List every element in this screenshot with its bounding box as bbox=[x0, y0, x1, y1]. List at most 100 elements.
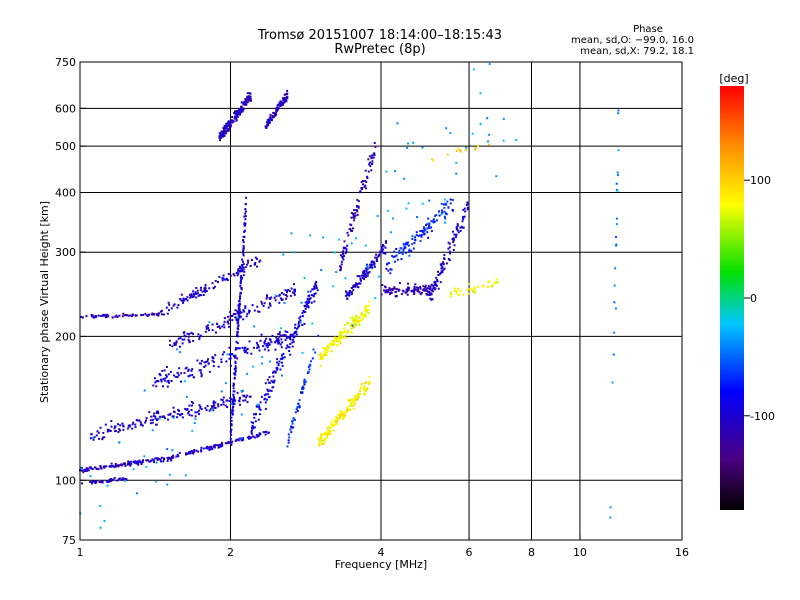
data-point bbox=[224, 442, 227, 445]
data-point bbox=[109, 429, 112, 432]
data-point bbox=[354, 214, 357, 217]
data-point bbox=[430, 289, 433, 292]
data-point bbox=[171, 345, 174, 348]
data-point bbox=[282, 97, 284, 100]
data-point bbox=[401, 253, 404, 256]
data-point bbox=[196, 411, 199, 414]
data-point bbox=[465, 146, 468, 149]
data-point bbox=[189, 451, 192, 454]
data-point bbox=[208, 321, 211, 324]
data-point bbox=[257, 346, 260, 349]
data-point bbox=[231, 440, 234, 443]
data-point bbox=[149, 419, 152, 422]
data-point bbox=[122, 312, 125, 315]
data-point bbox=[340, 413, 343, 416]
data-point bbox=[229, 430, 232, 433]
data-point bbox=[417, 288, 419, 291]
data-point bbox=[281, 354, 283, 357]
x-tick-label: 6 bbox=[466, 546, 473, 559]
data-point bbox=[471, 132, 474, 135]
data-point bbox=[337, 414, 340, 416]
data-point bbox=[179, 413, 182, 416]
data-point bbox=[413, 241, 416, 244]
data-point bbox=[455, 161, 458, 164]
data-point bbox=[421, 146, 424, 149]
data-point bbox=[163, 379, 166, 382]
data-point bbox=[187, 369, 190, 372]
data-point bbox=[166, 483, 169, 486]
data-point bbox=[459, 229, 462, 232]
data-point bbox=[212, 361, 215, 363]
data-point bbox=[172, 406, 175, 409]
data-point bbox=[91, 315, 93, 318]
data-point bbox=[172, 415, 175, 418]
data-point bbox=[279, 357, 282, 360]
data-point bbox=[352, 227, 354, 230]
data-point bbox=[88, 466, 91, 469]
data-point bbox=[135, 462, 138, 465]
data-point bbox=[294, 411, 297, 414]
data-point bbox=[271, 334, 274, 337]
data-point bbox=[228, 357, 231, 360]
data-point bbox=[85, 468, 88, 471]
data-point bbox=[366, 305, 369, 308]
data-point bbox=[339, 413, 342, 416]
data-point bbox=[344, 411, 347, 414]
data-point bbox=[211, 408, 214, 411]
data-point bbox=[208, 370, 211, 373]
data-point bbox=[616, 189, 619, 192]
data-point bbox=[488, 63, 491, 65]
data-point bbox=[212, 402, 215, 405]
data-point bbox=[361, 313, 364, 316]
data-point bbox=[386, 263, 388, 266]
data-point bbox=[190, 414, 193, 417]
data-point bbox=[308, 298, 311, 301]
data-point bbox=[354, 212, 357, 215]
data-point bbox=[151, 421, 154, 424]
data-point bbox=[153, 313, 156, 316]
data-point bbox=[281, 364, 284, 367]
data-point bbox=[239, 297, 241, 300]
data-point bbox=[293, 288, 296, 291]
data-point bbox=[319, 364, 322, 367]
data-point bbox=[335, 416, 338, 419]
data-point bbox=[154, 381, 157, 384]
data-point bbox=[376, 215, 379, 217]
data-point bbox=[252, 435, 255, 438]
data-point bbox=[280, 297, 282, 300]
data-point bbox=[184, 474, 187, 477]
data-point bbox=[189, 452, 192, 455]
data-point bbox=[251, 304, 254, 307]
data-point bbox=[123, 479, 126, 482]
data-point bbox=[242, 394, 245, 397]
data-point bbox=[277, 339, 280, 342]
data-point bbox=[362, 317, 365, 320]
data-point bbox=[487, 280, 490, 283]
data-point bbox=[155, 423, 158, 426]
data-point bbox=[256, 346, 259, 349]
data-point bbox=[326, 431, 329, 434]
data-point bbox=[151, 458, 154, 461]
data-point bbox=[415, 286, 418, 289]
data-point bbox=[284, 334, 287, 337]
data-point bbox=[325, 351, 328, 354]
data-point bbox=[378, 254, 381, 257]
data-point bbox=[419, 293, 422, 296]
data-point bbox=[351, 326, 354, 329]
data-point bbox=[421, 291, 423, 294]
data-point bbox=[165, 374, 168, 377]
data-point bbox=[191, 374, 194, 376]
data-point bbox=[456, 223, 459, 226]
data-point bbox=[273, 111, 276, 114]
data-point bbox=[344, 277, 347, 280]
data-point bbox=[282, 352, 285, 355]
data-point bbox=[207, 324, 209, 327]
data-point bbox=[362, 274, 365, 277]
data-point bbox=[175, 348, 178, 351]
data-point bbox=[222, 323, 225, 326]
data-point bbox=[403, 245, 406, 248]
data-point bbox=[284, 289, 287, 292]
data-point bbox=[248, 92, 251, 95]
data-point bbox=[244, 212, 247, 215]
data-point bbox=[316, 289, 319, 292]
